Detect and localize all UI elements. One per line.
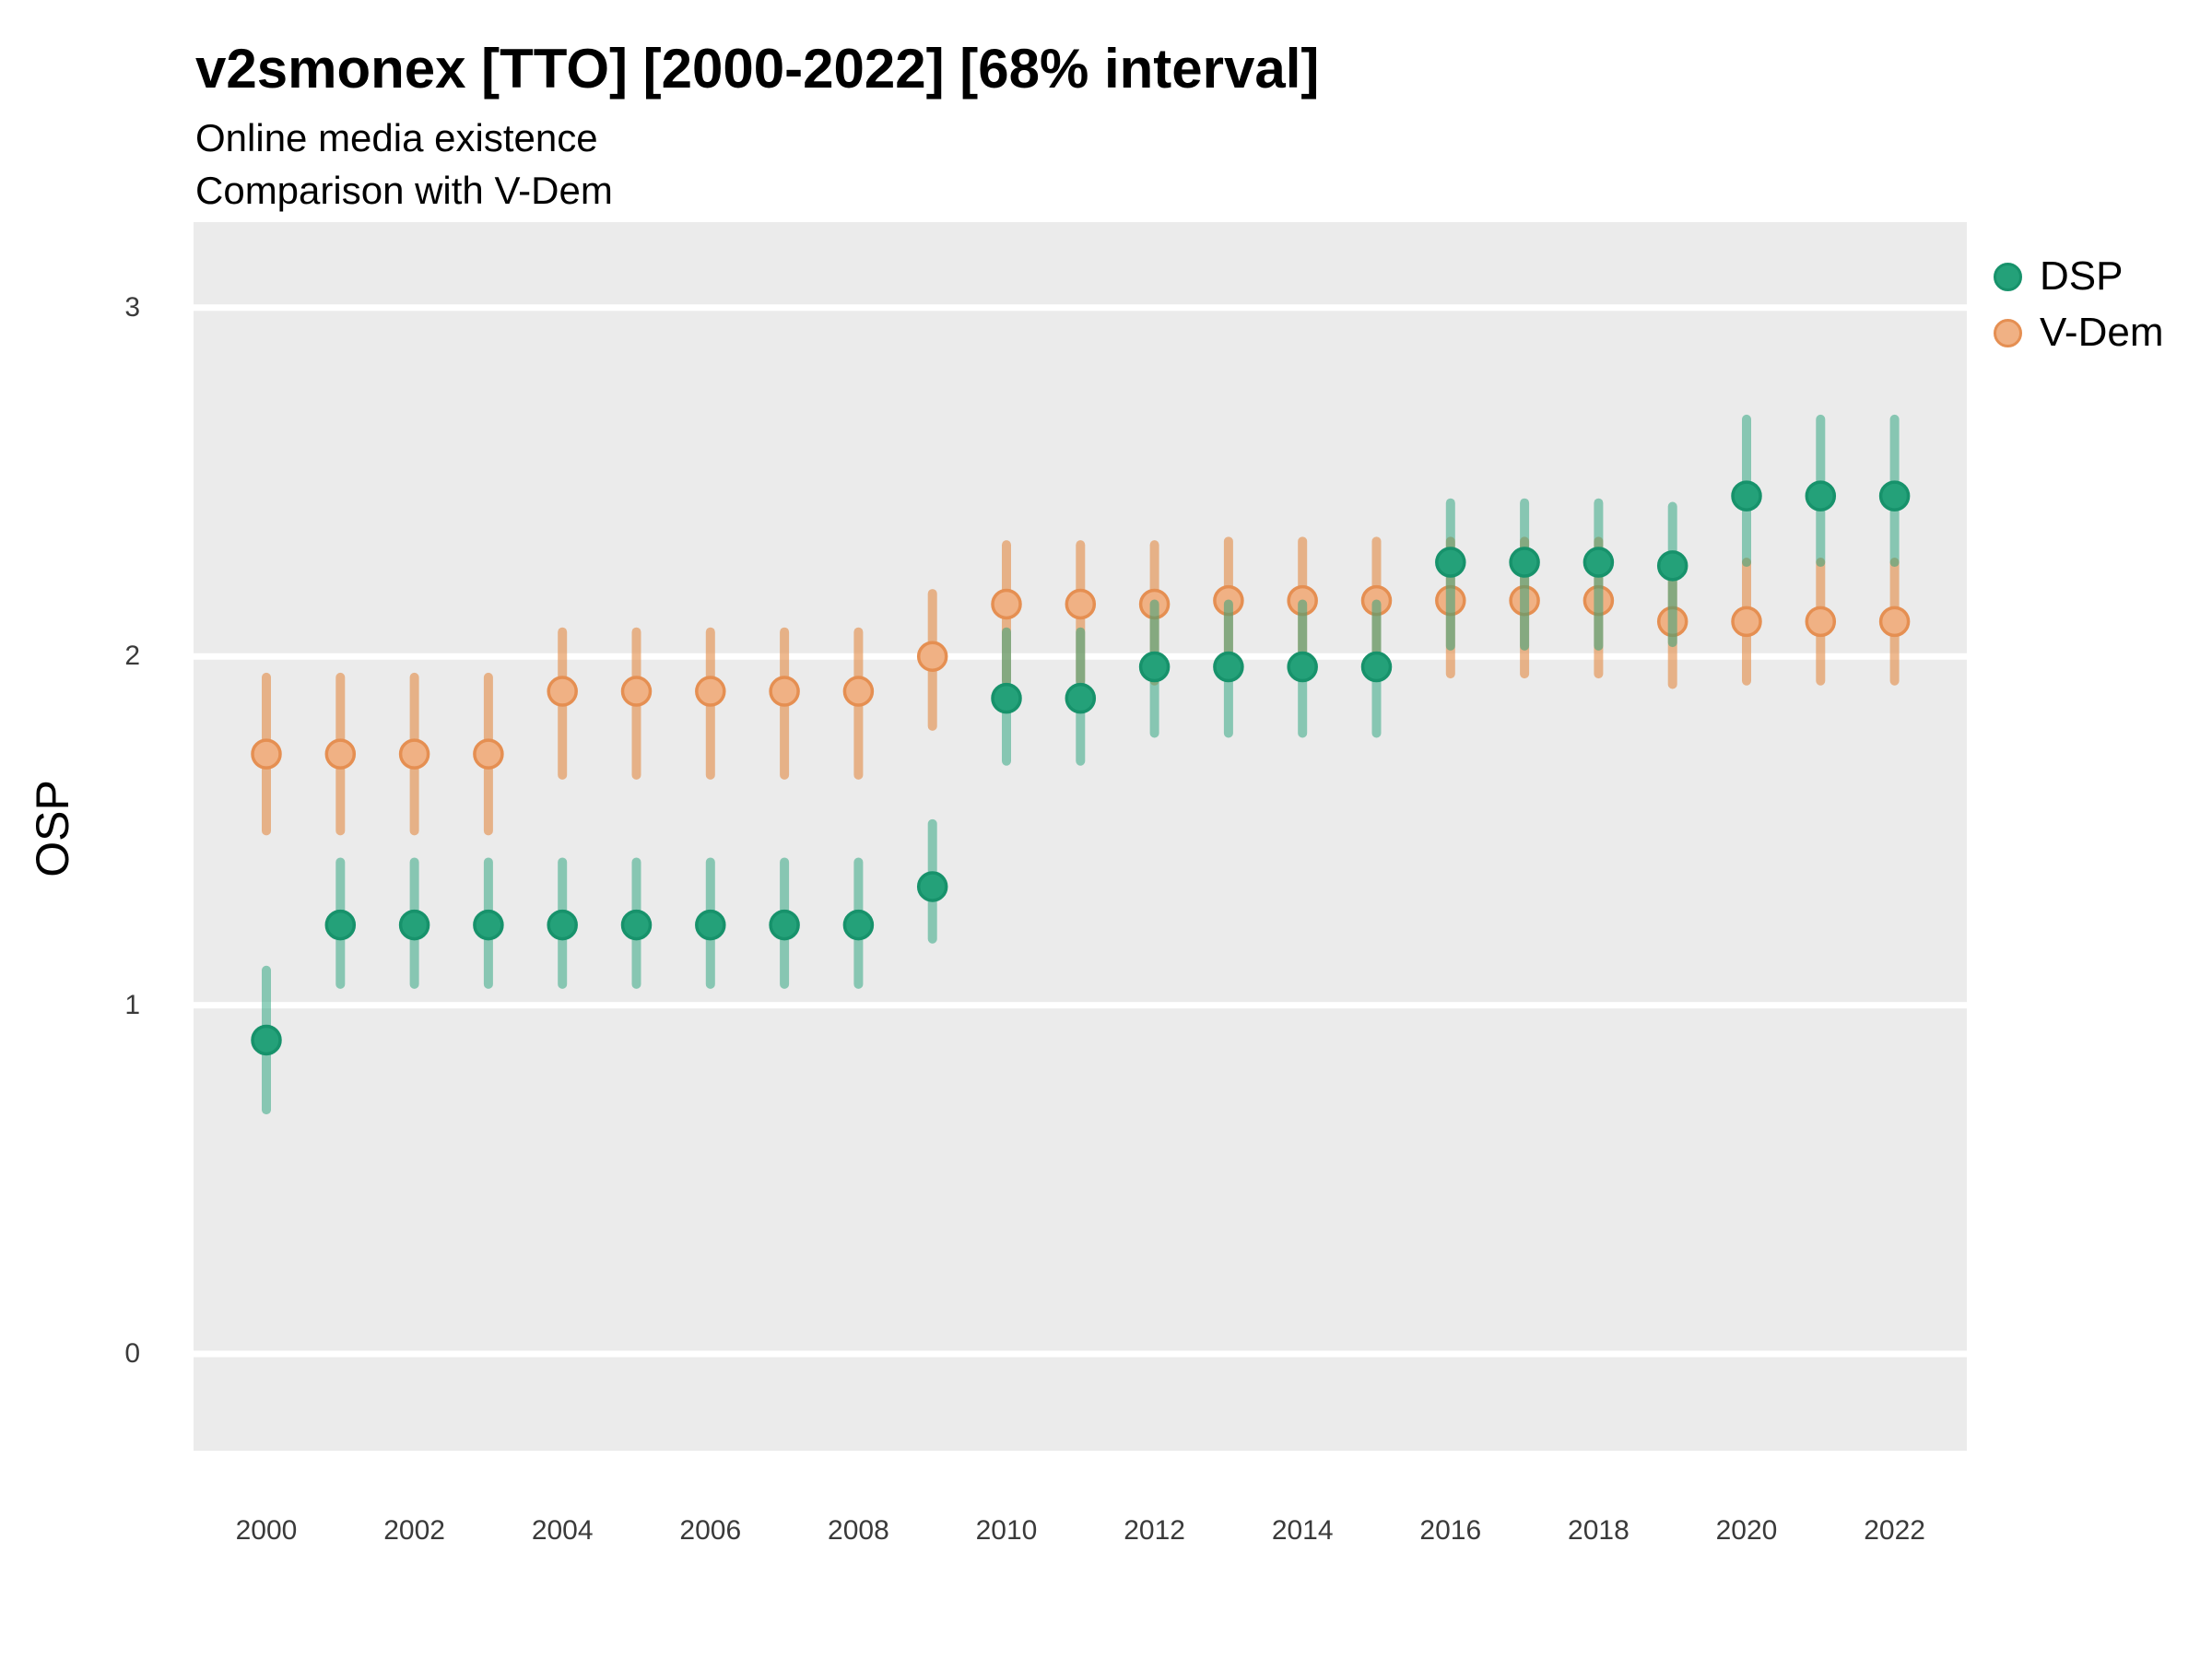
legend-label-vdem: V-Dem [2040, 310, 2164, 355]
point-dsp-2003 [473, 909, 504, 941]
point-v-dem-2003 [473, 738, 504, 770]
point-dsp-2006 [695, 909, 726, 941]
point-dsp-2001 [324, 909, 357, 941]
x-tick-label-2006: 2006 [679, 1515, 742, 1546]
point-v-dem-2002 [398, 738, 430, 770]
point-dsp-2002 [398, 909, 430, 941]
x-tick-label-2012: 2012 [1124, 1515, 1185, 1546]
point-dsp-2017 [1509, 547, 1540, 578]
point-v-dem-2020 [1731, 606, 1762, 638]
point-dsp-2008 [842, 909, 875, 941]
point-dsp-2022 [1878, 480, 1911, 512]
point-v-dem-2009 [916, 641, 948, 672]
y-tick-label-1: 1 [124, 989, 140, 1020]
point-v-dem-2000 [251, 738, 282, 770]
legend-entry-vdem: V-Dem [1994, 310, 2163, 356]
point-v-dem-2005 [620, 676, 653, 707]
point-dsp-2021 [1805, 480, 1837, 512]
point-dsp-2005 [620, 909, 653, 941]
plot-svg [194, 304, 1967, 1358]
point-dsp-2014 [1287, 651, 1318, 683]
point-dsp-2019 [1656, 550, 1688, 582]
point-v-dem-2001 [324, 738, 357, 770]
x-tick-label-2016: 2016 [1419, 1515, 1482, 1546]
point-v-dem-2021 [1805, 606, 1837, 638]
point-dsp-2000 [251, 1024, 282, 1056]
x-tick-label-2004: 2004 [531, 1515, 594, 1546]
plot-panel [194, 222, 1967, 1451]
point-dsp-2010 [991, 682, 1022, 714]
point-dsp-2015 [1360, 651, 1393, 683]
x-tick-label-2010: 2010 [975, 1515, 1038, 1546]
point-v-dem-2010 [991, 588, 1022, 620]
point-v-dem-2006 [695, 676, 726, 707]
point-v-dem-2022 [1878, 606, 1911, 638]
x-tick-label-2014: 2014 [1271, 1515, 1334, 1546]
chart-subtitle-line-1: Online media existence [195, 116, 598, 159]
legend-dot-dsp-icon [1994, 262, 2022, 291]
chart-subtitle: Online media existence Comparison with V… [195, 112, 613, 217]
x-tick-label-2008: 2008 [828, 1515, 889, 1546]
chart-title: v2smonex [TTO] [2000-2022] [68% interval… [195, 38, 1320, 100]
legend-dot-vdem-icon [1994, 318, 2022, 347]
point-dsp-2012 [1138, 651, 1171, 683]
point-v-dem-2008 [842, 676, 875, 707]
point-v-dem-2011 [1065, 588, 1097, 620]
y-tick-label-0: 0 [124, 1338, 140, 1369]
point-dsp-2011 [1065, 682, 1097, 714]
x-tick-label-2022: 2022 [1864, 1515, 1925, 1546]
legend-label-dsp: DSP [2040, 253, 2124, 299]
point-dsp-2007 [769, 909, 800, 941]
point-dsp-2016 [1435, 547, 1466, 578]
x-tick-label-2002: 2002 [383, 1515, 445, 1546]
point-dsp-2004 [547, 909, 578, 941]
y-tick-label-3: 3 [124, 291, 140, 323]
x-tick-label-2020: 2020 [1715, 1515, 1778, 1546]
chart-subtitle-line-2: Comparison with V-Dem [195, 169, 613, 212]
x-tick-label-2018: 2018 [1568, 1515, 1630, 1546]
point-dsp-2018 [1583, 547, 1615, 578]
x-tick-label-2000: 2000 [235, 1515, 298, 1546]
point-v-dem-2007 [769, 676, 800, 707]
point-dsp-2020 [1731, 480, 1762, 512]
point-v-dem-2004 [547, 676, 578, 707]
y-axis-title: OSP [27, 780, 78, 877]
legend-entry-dsp: DSP [1994, 253, 2123, 300]
point-dsp-2013 [1213, 651, 1244, 683]
y-tick-label-2: 2 [124, 641, 140, 672]
point-dsp-2009 [916, 871, 948, 902]
